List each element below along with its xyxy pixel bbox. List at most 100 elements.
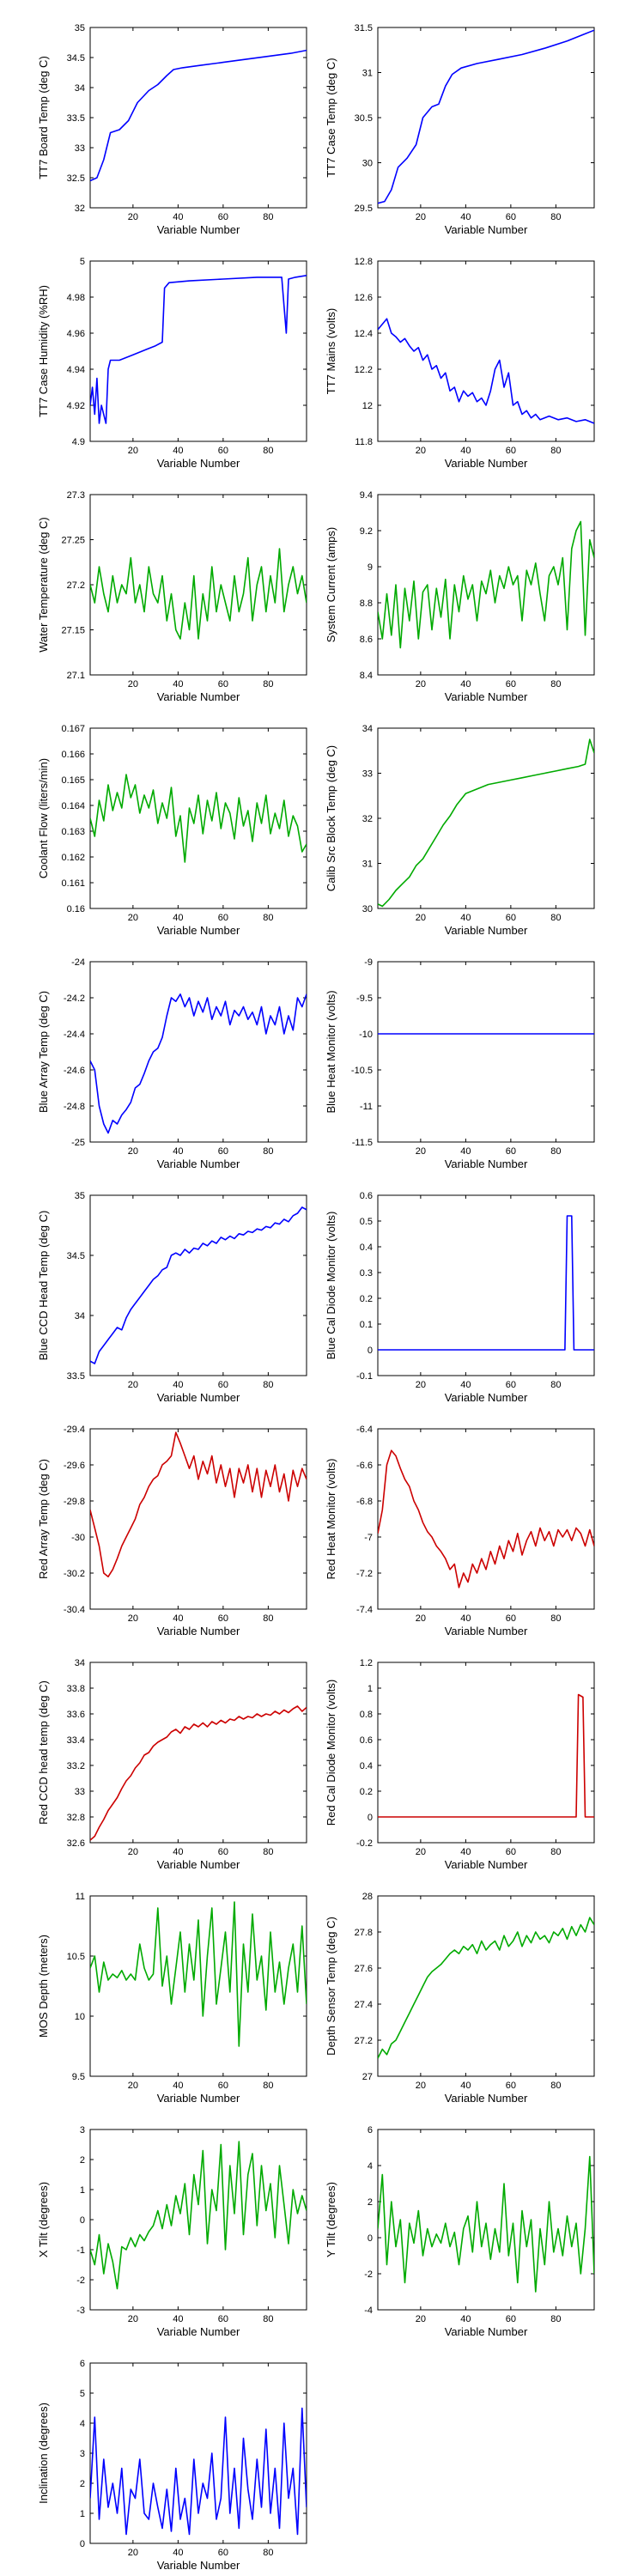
x-tick-label: 80	[263, 679, 273, 690]
y-axis-label: TT7 Case Temp (deg C)	[325, 58, 337, 177]
y-tick-label: 27.4	[355, 2000, 373, 2010]
panel-19: 20 40 60 80 -3 -2 -1 0 1 2 3 Variable Number X Tilt …	[37, 2125, 307, 2338]
axes-box	[89, 494, 307, 676]
x-tick-label: 40	[460, 679, 471, 690]
y-tick-label: 0	[80, 2215, 85, 2226]
x-tick-label: 60	[506, 446, 516, 456]
series-line	[378, 1693, 594, 1818]
axes-box	[377, 2129, 595, 2311]
y-tick-label: 28	[362, 1892, 373, 1902]
x-axis-label: Variable Number	[445, 1625, 528, 1637]
x-tick-label: 60	[506, 679, 516, 690]
x-tick-label: 20	[416, 212, 426, 222]
x-tick-label: 20	[416, 2314, 426, 2324]
y-tick-label: 0	[368, 1813, 373, 1823]
y-tick-label: -6.6	[356, 1461, 373, 1471]
x-tick-label: 40	[173, 1613, 183, 1624]
y-tick-label: 27.15	[61, 626, 85, 636]
series-line	[90, 1431, 307, 1577]
y-tick-label: 32.5	[67, 173, 85, 184]
y-tick-label: -6.8	[356, 1497, 373, 1507]
y-tick-label: 0.3	[360, 1268, 373, 1279]
y-tick-label: 11.8	[355, 437, 373, 447]
y-tick-label: 0.2	[360, 1787, 373, 1797]
y-tick-label: 6	[80, 2359, 85, 2369]
x-tick-label: 80	[550, 1847, 561, 1857]
y-tick-label: -10.5	[351, 1066, 373, 1076]
y-tick-label: 12.6	[355, 293, 373, 303]
x-tick-label: 40	[173, 2548, 183, 2558]
y-tick-label: 32	[75, 204, 85, 214]
y-tick-label: -24.2	[64, 993, 85, 1004]
x-axis-label: Variable Number	[157, 1625, 240, 1637]
y-tick-label: 3	[80, 2125, 85, 2136]
series-line	[90, 1901, 307, 2047]
y-tick-label: -29.4	[64, 1425, 85, 1435]
x-tick-label: 40	[173, 1380, 183, 1390]
y-tick-label: 27.1	[67, 671, 85, 681]
y-tick-label: -11.5	[352, 1138, 373, 1148]
y-tick-label: 33	[362, 769, 373, 780]
y-tick-label: 0.162	[61, 853, 85, 863]
x-tick-label: 60	[218, 212, 228, 222]
y-tick-label: 35	[75, 1191, 85, 1201]
y-tick-label: -1	[76, 2245, 85, 2256]
axes-box	[89, 2129, 307, 2311]
series-line	[90, 49, 307, 182]
x-axis-label: Variable Number	[445, 1858, 528, 1871]
y-tick-label: 0	[368, 2233, 373, 2244]
y-tick-label: 0.164	[61, 801, 85, 811]
y-tick-label: 32	[362, 814, 373, 824]
axes-box	[89, 961, 307, 1143]
x-tick-label: 40	[173, 212, 183, 222]
y-tick-label: -9.5	[356, 993, 373, 1004]
x-tick-label: 80	[263, 2548, 273, 2558]
panel-11: 20 40 60 80 33.5 34 34.5 35 Variable Number Blue …	[37, 1191, 307, 1404]
x-tick-label: 80	[550, 1146, 561, 1157]
y-tick-label: -7.4	[356, 1605, 373, 1615]
panel-6: 20 40 60 80 8.4 8.6 8.8 9 9.2 9.4 Variable Number S…	[325, 490, 595, 703]
y-tick-label: 10	[75, 2012, 85, 2022]
x-tick-label: 40	[460, 446, 471, 456]
x-tick-label: 80	[263, 212, 273, 222]
x-tick-label: 40	[173, 2081, 183, 2091]
panel-14: 20 40 60 80 -7.4 -7.2 -7 -6.8 -6.6 -6.4 Variable N…	[325, 1425, 595, 1637]
y-tick-label: 34.5	[67, 53, 85, 64]
axes-box	[377, 1428, 595, 1610]
x-tick-label: 40	[460, 1380, 471, 1390]
y-tick-label: 4.94	[67, 365, 85, 375]
series-line	[378, 738, 594, 908]
y-tick-label: 9.2	[360, 526, 373, 537]
y-tick-label: 8.8	[360, 598, 373, 609]
panel-17: 20 40 60 80 9.5 10 10.5 11 Variable Number MOS De…	[37, 1892, 307, 2105]
panel-13: 20 40 60 80 -30.4 -30.2 -30 -29.8 -29.6 -29.4 Vari…	[37, 1425, 307, 1637]
x-tick-label: 40	[173, 2314, 183, 2324]
y-tick-label: 0.4	[360, 1761, 373, 1771]
y-tick-label: -2	[76, 2275, 85, 2286]
series-line	[90, 774, 307, 863]
y-tick-label: -30	[71, 1533, 85, 1543]
x-axis-label: Variable Number	[445, 2325, 528, 2338]
y-tick-label: 0.163	[61, 827, 85, 837]
x-tick-label: 20	[128, 1847, 138, 1857]
x-tick-label: 20	[128, 679, 138, 690]
y-tick-label: 2	[80, 2479, 85, 2489]
x-tick-label: 20	[128, 2548, 138, 2558]
x-tick-label: 80	[263, 1146, 273, 1157]
x-axis-label: Variable Number	[157, 223, 240, 236]
x-axis-label: Variable Number	[445, 2092, 528, 2105]
axes-box	[89, 2362, 307, 2544]
x-tick-label: 40	[460, 2314, 471, 2324]
y-tick-label: 31.5	[355, 23, 373, 33]
y-tick-label: 0.165	[61, 775, 85, 786]
x-tick-label: 60	[218, 1847, 228, 1857]
axes-box	[377, 1194, 595, 1376]
axes-box	[377, 1895, 595, 2077]
x-axis-label: Variable Number	[445, 924, 528, 937]
series-line	[90, 275, 307, 424]
y-tick-label: -4	[364, 2306, 373, 2316]
y-tick-label: 34	[75, 83, 85, 94]
x-tick-label: 60	[218, 1380, 228, 1390]
y-axis-label: MOS Depth (meters)	[37, 1935, 50, 2038]
